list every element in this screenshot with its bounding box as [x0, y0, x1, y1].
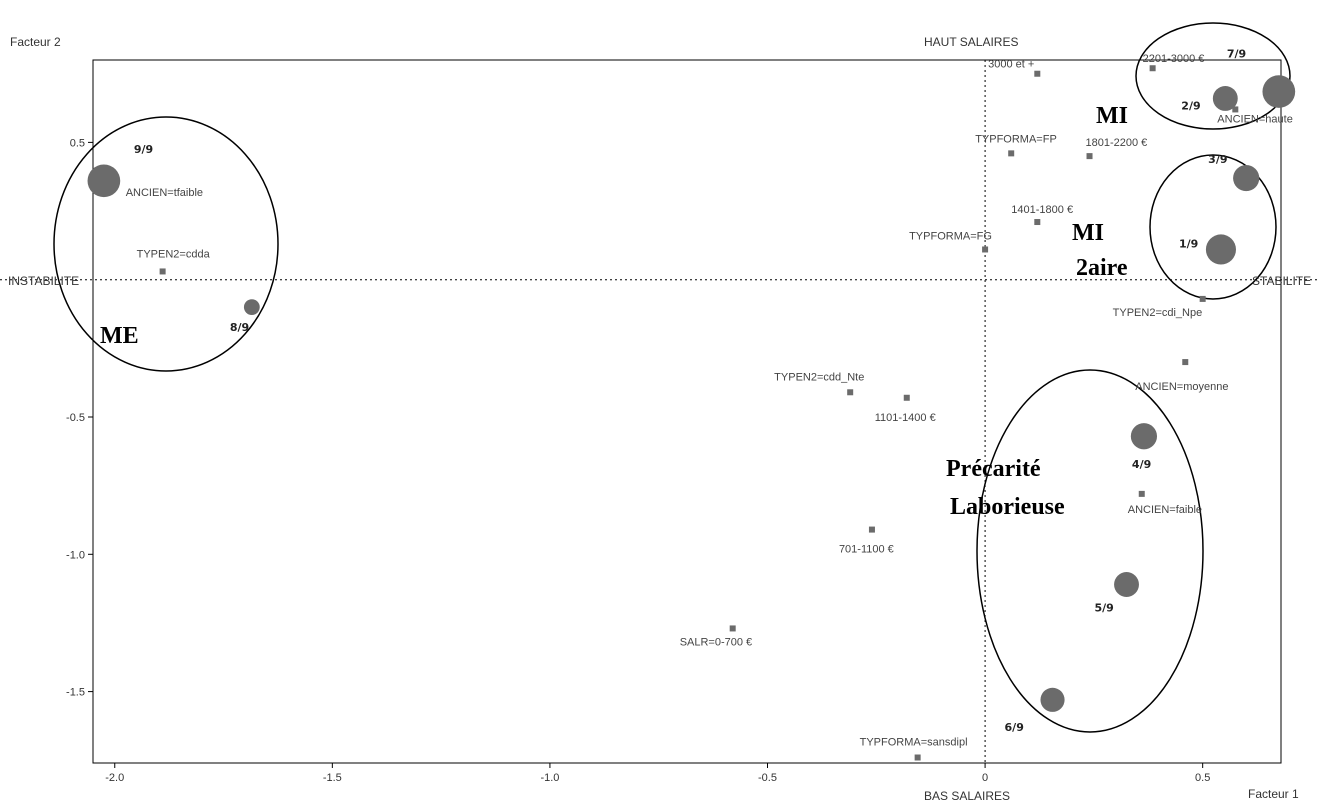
modality-label-ancien-haute: ANCIEN=haute	[1217, 113, 1293, 125]
class-bubble-3-9	[1233, 164, 1260, 192]
x-tick-label: -1.0	[540, 772, 559, 784]
class-label-8-9: 8/9	[230, 321, 249, 334]
modality-points: 3000 et + 2201-3000 € ANCIEN=haute TYPFORMA…	[98, 53, 1293, 761]
modality-marker-typforma-sansdipl	[914, 754, 921, 761]
y-tick-label: -1.0	[66, 549, 85, 561]
group-label-4-line2: Laborieuse	[950, 494, 1065, 520]
modality-label-ancien-moyenne: ANCIEN=moyenne	[1135, 381, 1228, 393]
class-bubble-7-9	[1262, 75, 1296, 108]
modality-marker-typforma-fg	[982, 246, 989, 253]
y-tick-label: -1.5	[66, 687, 85, 699]
x-tick-label: -1.5	[323, 772, 342, 784]
class-bubble-2-9	[1212, 85, 1238, 111]
y-axis-label: Facteur 2	[10, 35, 61, 49]
group-labels: ME MI MI 2aire Précarité Laborieuse	[100, 103, 1128, 520]
x-axis-label: Facteur 1	[1248, 787, 1299, 801]
class-label-7-9: 7/9	[1227, 48, 1246, 61]
pole-label-left: INSTABILITE	[8, 274, 79, 288]
y-tick-label: -0.5	[66, 412, 85, 424]
group-label-3-line2: 2aire	[1076, 255, 1128, 281]
modality-label-typen2-cdi-npe: TYPEN2=cdi_Npe	[1113, 307, 1203, 319]
group-label-4: Précarité	[946, 456, 1041, 482]
group-label-3: MI	[1072, 220, 1104, 246]
x-axis-ticks: -2.0 -1.5 -1.0 -0.5 0 0.5	[105, 763, 1210, 784]
modality-label-typen2-cdd-nte: TYPEN2=cdd_Nte	[774, 371, 864, 383]
plot-frame	[92, 59, 1282, 764]
class-bubble-9-9	[87, 164, 121, 198]
group-ellipse-2	[1135, 22, 1291, 130]
modality-label-ancien-tfaible: ANCIEN=tfaible	[126, 187, 203, 199]
modality-label-typforma-fg: TYPFORMA=FG	[909, 230, 992, 242]
modality-marker-1401-1800	[1034, 219, 1041, 226]
x-tick-label: 0	[982, 772, 988, 784]
class-label-2-9: 2/9	[1181, 99, 1200, 112]
class-label-6-9: 6/9	[1005, 721, 1024, 734]
modality-marker-ancien-moyenne	[1182, 359, 1189, 366]
modality-marker-ancien-haute	[1232, 106, 1239, 113]
modality-marker-1801-2200	[1086, 153, 1093, 160]
modality-marker-salr-0-700	[729, 625, 736, 632]
group-label-1: ME	[100, 323, 139, 349]
class-bubble-4-9	[1130, 423, 1158, 450]
modality-label-typen2-cdda: TYPEN2=cdda	[137, 248, 211, 260]
group-ellipse-1	[53, 116, 279, 372]
x-tick-label: 0.5	[1195, 772, 1210, 784]
modality-marker-ancien-faible	[1138, 490, 1145, 497]
modality-marker-3000-et	[1034, 70, 1041, 77]
modality-label-typforma-fp: TYPFORMA=FP	[975, 133, 1057, 145]
modality-label-3000-et: 3000 et +	[988, 59, 1034, 71]
pole-label-bottom: BAS SALAIRES	[924, 789, 1010, 803]
y-axis-ticks: 0.5 -0.5 -1.0 -1.5	[66, 137, 93, 699]
modality-label-salr-0-700: SALR=0-700 €	[680, 636, 752, 648]
modality-marker-typforma-fp	[1008, 150, 1015, 157]
modality-marker-2201-3000	[1149, 65, 1156, 72]
reference-lines	[0, 60, 1318, 763]
modality-label-701-1100: 701-1100 €	[839, 544, 894, 556]
x-tick-label: -2.0	[105, 772, 124, 784]
group-ellipse-3	[1149, 154, 1277, 300]
class-bubble-5-9	[1114, 572, 1139, 597]
group-label-2: MI	[1096, 103, 1128, 129]
y-tick-label: 0.5	[70, 137, 85, 149]
class-bubble-8-9	[243, 299, 260, 316]
modality-label-1101-1400: 1101-1400 €	[875, 412, 936, 424]
modality-label-1801-2200: 1801-2200 €	[1086, 137, 1148, 149]
class-label-3-9: 3/9	[1208, 153, 1227, 166]
modality-label-2201-3000: 2201-3000 €	[1143, 53, 1205, 65]
class-bubble-6-9	[1040, 687, 1065, 712]
class-label-5-9: 5/9	[1095, 602, 1114, 615]
modality-label-ancien-faible: ANCIEN=faible	[1128, 504, 1202, 516]
pole-label-top: HAUT SALAIRES	[924, 35, 1018, 49]
modality-label-typforma-sansdipl: TYPFORMA=sansdipl	[860, 737, 968, 749]
class-label-4-9: 4/9	[1132, 458, 1151, 471]
group-ellipses	[53, 22, 1291, 733]
modality-marker-701-1100	[868, 526, 875, 533]
class-bubble-1-9	[1205, 234, 1236, 265]
modality-marker-typen2-cdd-nte	[847, 389, 854, 396]
modality-marker-typen2-cdda	[159, 268, 166, 275]
class-bubbles: 7/9 2/9 3/9 1/9 9/9 8/9 4/9 5/9 6/9	[87, 48, 1296, 734]
class-label-9-9: 9/9	[134, 143, 153, 156]
modality-marker-1101-1400	[903, 394, 910, 401]
group-ellipse-4	[976, 369, 1204, 733]
modality-marker-typen2-cdi-npe	[1199, 295, 1206, 302]
class-label-1-9: 1/9	[1179, 237, 1198, 250]
modality-label-1401-1800: 1401-1800 €	[1011, 204, 1073, 216]
pole-label-right: STABILITE	[1252, 274, 1311, 288]
x-tick-label: -0.5	[758, 772, 777, 784]
